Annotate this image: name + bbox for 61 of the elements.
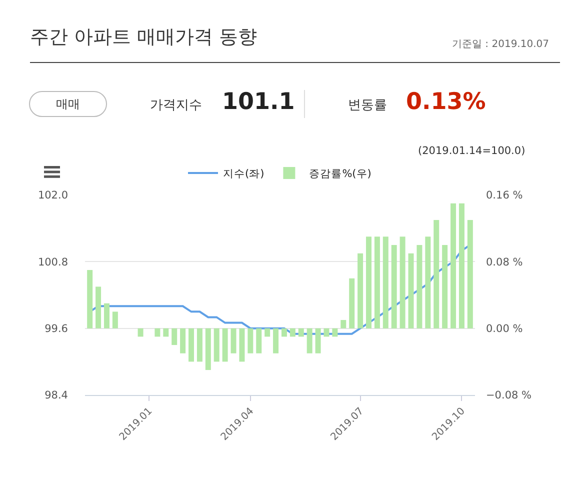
bar <box>273 328 279 354</box>
bar <box>222 328 228 362</box>
legend-label: 지수(좌) <box>223 168 264 180</box>
y-tick-label: 99.6 <box>44 323 68 336</box>
bar <box>172 328 178 345</box>
bar <box>239 328 245 362</box>
bar <box>264 328 270 337</box>
bar <box>180 328 186 354</box>
bar <box>340 320 346 328</box>
y2-tick-label: 0.08 % <box>486 256 523 268</box>
bar <box>467 220 473 328</box>
bar <box>425 236 431 328</box>
text: (2019.01.14=100.0) <box>418 145 526 157</box>
bar <box>366 236 372 328</box>
bar <box>391 245 397 328</box>
bar <box>349 278 355 328</box>
bar <box>400 236 406 328</box>
bar <box>214 328 220 362</box>
bar <box>306 328 312 354</box>
bar <box>458 203 464 328</box>
bar <box>315 328 321 354</box>
text: 0.13% <box>406 89 486 115</box>
bar <box>196 328 202 362</box>
text: 변동률 <box>348 97 387 114</box>
legend-label: 증감률%(우) <box>309 168 372 180</box>
y2-tick-label: −0.08 % <box>486 390 532 402</box>
bar <box>205 328 211 370</box>
bar <box>281 328 287 337</box>
bar <box>188 328 194 362</box>
bar <box>450 203 456 328</box>
bar <box>382 236 388 328</box>
y-tick-label: 98.4 <box>44 390 68 402</box>
bar <box>332 328 338 337</box>
y-tick-label: 102.0 <box>38 190 68 202</box>
text: 매매 <box>29 91 107 117</box>
bar <box>154 328 160 337</box>
bar <box>96 286 102 328</box>
chart-title: 주간 아파트 매매가격 동향 <box>30 25 258 50</box>
text: 101.1 <box>222 89 295 115</box>
y-tick-label: 100.8 <box>38 256 68 268</box>
text: 가격지수 <box>150 97 202 114</box>
bar <box>138 328 144 337</box>
bar <box>408 253 414 328</box>
bar <box>112 312 118 328</box>
bar <box>324 328 330 337</box>
bar <box>290 328 296 337</box>
bar <box>163 328 169 337</box>
y2-tick-label: 0.16 % <box>486 190 523 202</box>
bar <box>374 236 380 328</box>
bar <box>434 220 440 328</box>
bar <box>416 245 422 328</box>
bar <box>442 245 448 328</box>
bar <box>87 270 93 328</box>
bar <box>230 328 236 354</box>
y2-tick-label: 0.00 % <box>486 323 523 336</box>
bar <box>104 303 110 328</box>
text: 기준일 : 2019.10.07 <box>452 38 549 51</box>
bar <box>358 253 364 328</box>
bar <box>256 328 262 354</box>
bar <box>298 328 304 337</box>
bar <box>248 328 254 354</box>
